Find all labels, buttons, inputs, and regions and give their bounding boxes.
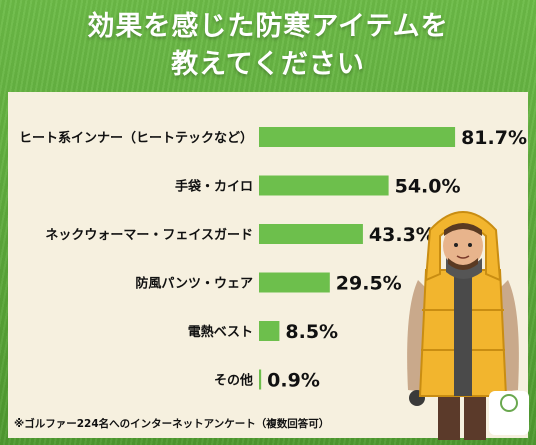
value-label: 43.3%: [369, 224, 435, 246]
logo-mark-icon: [500, 394, 518, 412]
value-label: 8.5%: [285, 321, 338, 343]
survey-footnote: ※ゴルファー224名へのインターネットアンケート（複数回答可）: [14, 418, 330, 430]
bar: [259, 272, 330, 293]
bar: [259, 175, 389, 196]
category-label: 電熱ベスト: [188, 324, 253, 340]
chart-title: 効果を感じた防寒アイテムを 教えてください: [0, 8, 536, 84]
category-label: ヒート系インナー（ヒートテックなど）: [19, 130, 253, 146]
title-line-1: 効果を感じた防寒アイテムを: [87, 11, 449, 42]
bar: [259, 321, 280, 341]
value-label: 81.7%: [461, 127, 527, 149]
bar: [259, 224, 363, 244]
bar: [259, 127, 456, 147]
category-label: 手袋・カイロ: [175, 179, 253, 195]
category-label: その他: [214, 373, 253, 389]
chicken-golf-logo: [489, 391, 529, 435]
value-label: 0.9%: [267, 370, 320, 392]
bar: [259, 369, 262, 390]
title-line-2: 教えてください: [171, 49, 365, 80]
value-label: 29.5%: [336, 273, 402, 295]
value-label: 54.0%: [395, 176, 461, 198]
category-label: ネックウォーマー・フェイスガード: [45, 228, 253, 243]
category-label: 防風パンツ・ウェア: [135, 276, 253, 292]
